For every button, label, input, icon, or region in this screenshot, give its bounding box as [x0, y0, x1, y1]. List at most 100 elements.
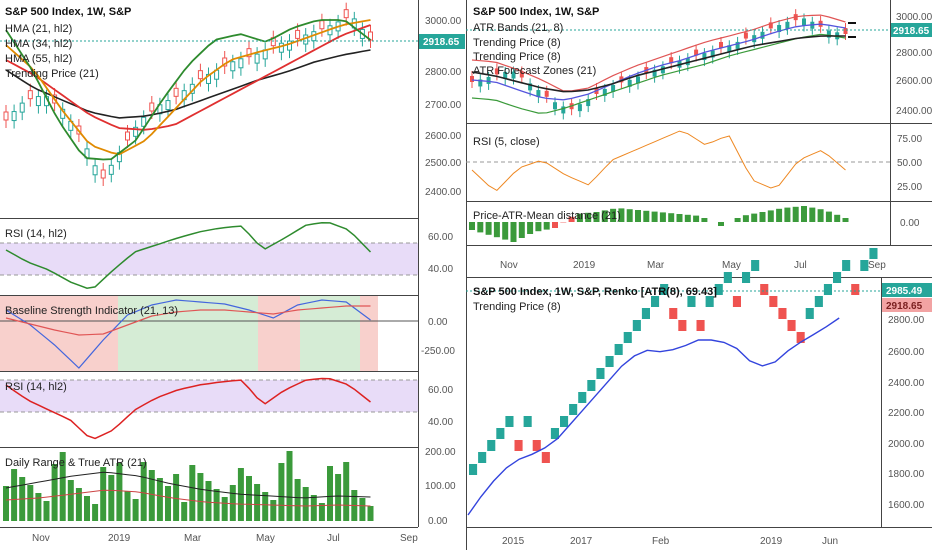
right-top-dist-pane[interactable]	[469, 206, 849, 242]
renko-ytick: 2000.00	[888, 439, 925, 450]
candle-body	[536, 90, 541, 98]
left-baseline-red-line	[5, 305, 371, 336]
dist-bar	[643, 210, 650, 222]
renko-brick	[623, 332, 632, 343]
left-hma21-line	[5, 19, 372, 161]
right-legend-atr-forecast[interactable]: ATR Forecast Zones (21)	[473, 65, 596, 77]
range-bar	[75, 488, 82, 521]
renko-ytick: 1800.00	[888, 469, 925, 480]
range-bar	[335, 474, 342, 521]
range-bar	[262, 492, 269, 521]
right-legend-trending-2[interactable]: Trending Price (8)	[473, 51, 561, 63]
candle-body	[611, 84, 616, 92]
dist-bar	[518, 222, 525, 238]
left-rsi2-title[interactable]: RSI (14, hl2)	[5, 381, 67, 393]
renko-brick	[532, 440, 541, 451]
right-legend-atr-bands[interactable]: ATR Bands (21, 8)	[473, 22, 563, 34]
candle-body	[768, 22, 773, 29]
range-bar	[3, 486, 9, 521]
range-bar	[327, 466, 333, 521]
range-bar	[221, 497, 228, 521]
right-xtick: Nov	[500, 260, 518, 271]
dist-bar	[792, 206, 799, 222]
dist-bar	[527, 222, 534, 234]
candle-body	[802, 18, 806, 26]
renko-price-tag-2	[882, 298, 932, 312]
left-range-title[interactable]: Daily Range & True ATR (21)	[5, 457, 147, 469]
renko-brick	[714, 284, 723, 295]
left-rsi1-pane[interactable]	[0, 222, 418, 289]
range-bar	[359, 498, 366, 521]
right-rsi-title[interactable]: RSI (5, close)	[473, 136, 540, 148]
candle-body	[719, 42, 723, 48]
left-rsi1-title[interactable]: RSI (14, hl2)	[5, 228, 67, 240]
left-range-ytick: 0.00	[428, 516, 448, 527]
range-bar	[173, 474, 180, 521]
renko-brick	[742, 272, 751, 283]
left-range-pane[interactable]	[3, 451, 374, 521]
right-dist-title[interactable]: Price-ATR-Mean distance (21)	[473, 210, 621, 222]
renko-brick	[641, 308, 650, 319]
renko-title: S&P 500 Index, 1W, S&P, Renko [ATR(8), 6…	[473, 286, 717, 298]
renko-legend-trending[interactable]: Trending Price (8)	[473, 301, 561, 313]
left-ytick: 2500.00	[425, 158, 462, 169]
candle-body	[35, 96, 41, 107]
dist-bar	[742, 215, 749, 222]
left-legend-hma55[interactable]: HMA (55, hl2)	[5, 53, 72, 65]
range-bar	[286, 451, 293, 521]
dist-bar	[601, 210, 608, 222]
left-price-tag-text: 2918.65	[423, 37, 460, 48]
candle-body	[636, 76, 640, 84]
renko-brick	[860, 260, 869, 271]
renko-brick	[596, 368, 605, 379]
right-top-rsi-pane[interactable]	[466, 130, 890, 192]
right-legend-trending-1[interactable]: Trending Price (8)	[473, 37, 561, 49]
dist-bar	[842, 218, 849, 222]
range-bar	[294, 479, 301, 521]
range-bar	[124, 491, 131, 521]
dist-bar	[659, 212, 666, 222]
renko-brick	[732, 296, 741, 307]
left-rsi1-ytick: 60.00	[428, 232, 453, 243]
left-rsi2-line	[5, 377, 371, 440]
candle-body	[125, 131, 130, 141]
range-bar	[100, 467, 107, 521]
candle-body	[478, 79, 483, 87]
left-baseline-pane[interactable]	[0, 296, 418, 371]
candle-body	[11, 111, 17, 122]
candle-body	[685, 58, 690, 66]
range-bar	[197, 473, 204, 521]
left-price-pane[interactable]	[0, 2, 418, 186]
renko-pane[interactable]	[466, 248, 881, 516]
candle-body	[735, 41, 740, 49]
left-rsi2-pane[interactable]	[0, 377, 418, 440]
dist-bar	[543, 222, 550, 230]
left-legend-hma34[interactable]: HMA (34, hl2)	[5, 38, 72, 50]
right-top-price-pane[interactable]	[466, 9, 890, 120]
dist-bar	[701, 218, 708, 222]
candle-body	[319, 20, 325, 30]
left-baseline-title[interactable]: Baseline Strength Indicator (21, 13)	[5, 305, 178, 317]
left-baseline-ytick: -250.00	[421, 346, 455, 357]
candle-body	[494, 68, 499, 75]
candle-body	[295, 29, 301, 39]
range-bar	[140, 462, 147, 521]
renko-brick	[869, 248, 878, 259]
right-top-title: S&P 500 Index, 1W, S&P	[473, 6, 599, 18]
range-bar	[108, 475, 115, 521]
renko-brick	[523, 416, 532, 427]
renko-brick	[514, 440, 523, 451]
range-bar	[92, 504, 99, 521]
dist-bar	[684, 214, 691, 222]
range-bar	[148, 470, 155, 521]
renko-brick	[769, 296, 778, 307]
renko-brick	[632, 320, 641, 331]
range-bar	[51, 464, 58, 521]
renko-brick	[560, 416, 569, 427]
candle-body	[27, 90, 33, 100]
left-legend-hma21[interactable]: HMA (21, hl2)	[5, 23, 72, 35]
dist-bar	[510, 222, 517, 242]
renko-brick	[651, 296, 660, 307]
left-legend-trending[interactable]: Trending Price (21)	[5, 68, 99, 80]
